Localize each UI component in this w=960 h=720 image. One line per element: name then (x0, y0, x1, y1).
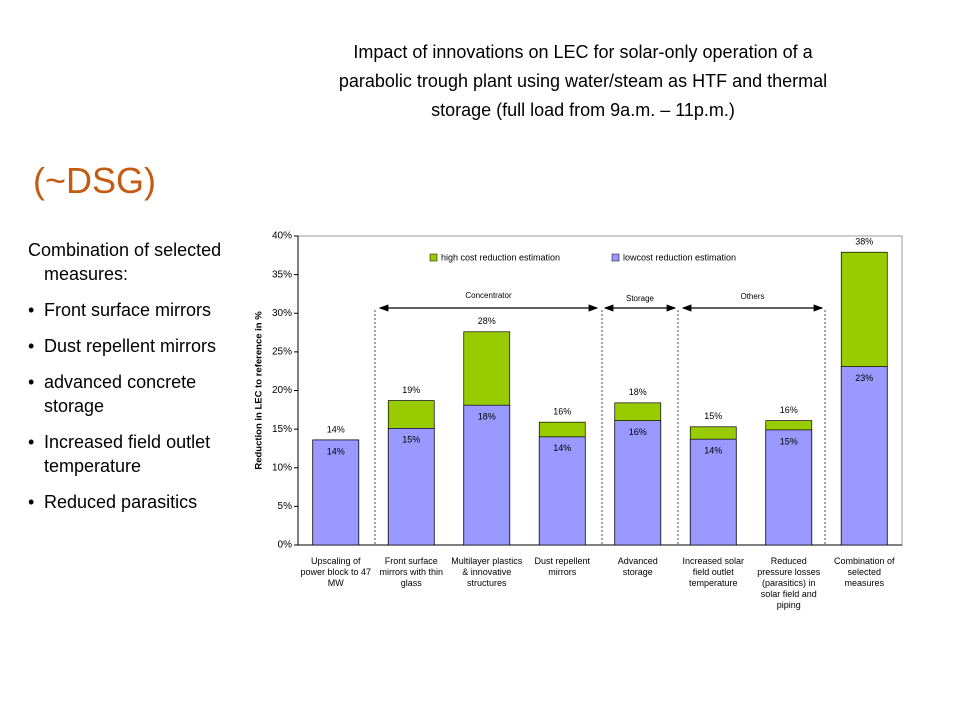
y-tick-label: 0% (278, 540, 293, 551)
value-label: 18% (629, 387, 647, 397)
x-tick-label: Combination of selected measures (833, 556, 895, 588)
annotation: Storage (626, 294, 655, 303)
value-label: 14% (327, 446, 345, 456)
x-tick-label: Reduced pressure losses (parasitics) in … (757, 556, 821, 610)
bar (387, 428, 435, 546)
value-label: 16% (780, 405, 798, 415)
legend-swatch (429, 253, 438, 262)
value-label: 18% (478, 412, 496, 422)
y-tick-label: 25% (272, 347, 292, 358)
bullet: Reduced parasitics (28, 490, 243, 514)
bar (463, 404, 511, 546)
legend-label: high cost reduction estimation (441, 252, 560, 262)
bar (312, 439, 360, 546)
bar (765, 429, 813, 546)
y-axis-label: Reduction in LEC to reference in % (254, 311, 265, 470)
y-tick-label: 20% (272, 385, 292, 396)
x-tick-label: Front surface mirrors with thin glass (379, 556, 443, 588)
x-tick-label: Upscaling of power block to 47 MW (300, 556, 372, 588)
y-tick-label: 30% (272, 308, 292, 319)
value-label: 28% (478, 316, 496, 326)
title-line: storage (full load from 9a.m. – 11p.m.) (431, 100, 735, 120)
title-line: Impact of innovations on LEC for solar-o… (353, 42, 813, 62)
bullet: Front surface mirrors (28, 298, 243, 322)
bullet: Dust repellent mirrors (28, 334, 243, 358)
title-line: parabolic trough plant using water/steam… (338, 71, 828, 91)
value-label: 38% (855, 237, 873, 247)
slide-title: Impact of innovations on LEC for solar-o… (270, 38, 896, 125)
value-label: 16% (553, 407, 571, 417)
y-tick-label: 35% (272, 269, 292, 280)
annotation: Concentrator (465, 291, 512, 300)
bar (840, 366, 888, 546)
x-tick-label: Multilayer plastics & innovative structu… (451, 556, 523, 588)
bar (538, 436, 586, 546)
intro: Combination of selected measures: (28, 240, 222, 284)
y-tick-label: 5% (278, 501, 293, 512)
annotation: Others (740, 292, 764, 301)
legend-label: lowcost reduction estimation (623, 252, 736, 262)
value-label: 14% (327, 424, 345, 434)
y-tick-label: 10% (272, 462, 292, 473)
value-label: 14% (553, 443, 571, 453)
x-tick-label: Advanced storage (617, 556, 658, 577)
bullet: Increased field outlet temperature (28, 430, 243, 478)
bar (614, 420, 662, 546)
value-label: 15% (704, 411, 722, 421)
x-tick-label: Increased solar field outlet temperature (682, 556, 745, 588)
value-label: 16% (629, 427, 647, 437)
y-tick-label: 15% (272, 424, 292, 435)
bar (689, 438, 737, 546)
heading: (~DSG) (33, 160, 157, 201)
legend-swatch (611, 253, 620, 262)
value-label: 15% (780, 436, 798, 446)
bullet: advanced concrete storage (28, 370, 243, 418)
value-label: 15% (402, 435, 420, 445)
x-tick-label: Dust repellent mirrors (534, 556, 591, 577)
measure-list: Combination of selected measures: Front s… (28, 238, 243, 526)
value-label: 19% (402, 385, 420, 395)
value-label: 23% (855, 373, 873, 383)
value-label: 14% (704, 446, 722, 456)
y-tick-label: 40% (272, 231, 292, 242)
